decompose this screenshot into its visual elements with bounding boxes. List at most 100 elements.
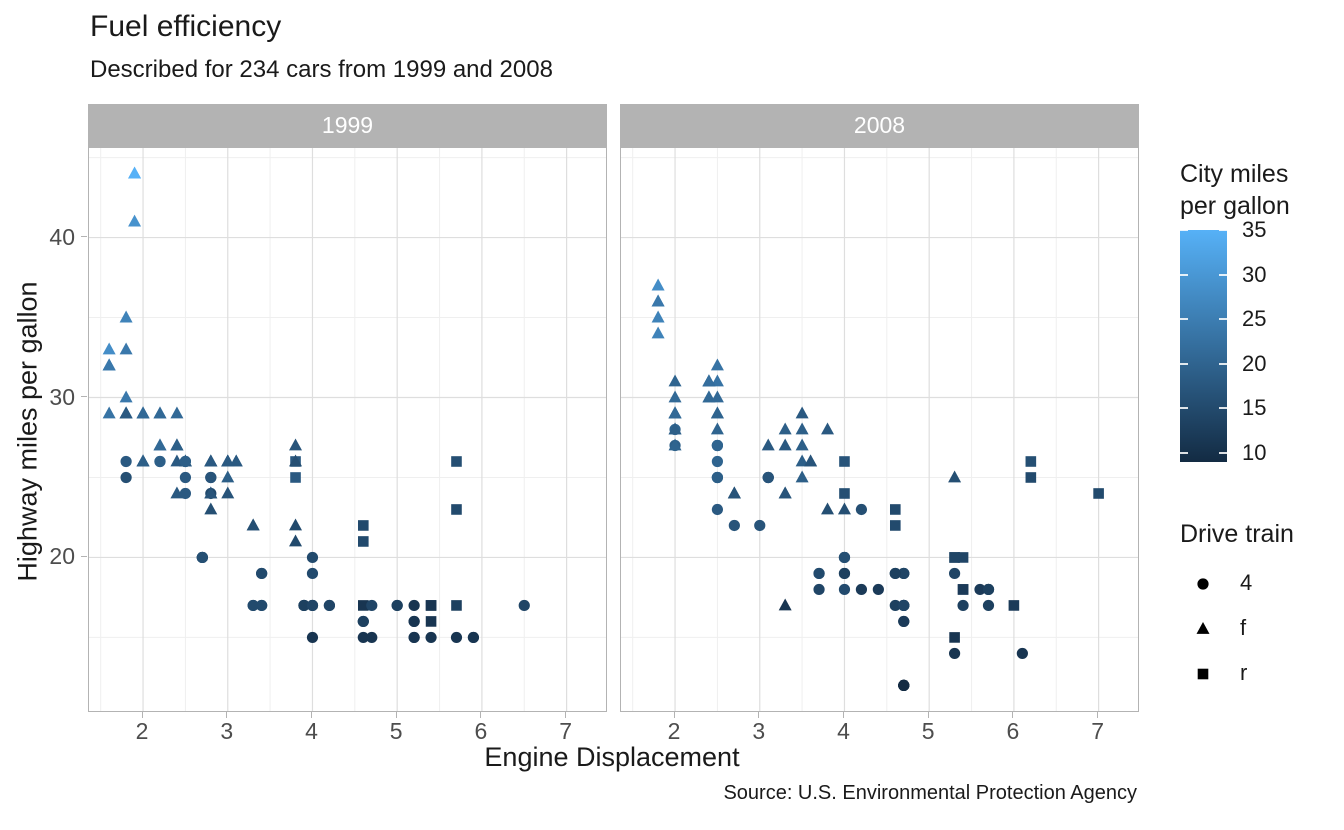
data-point — [778, 598, 792, 611]
data-point — [728, 519, 740, 532]
data-point — [136, 454, 150, 467]
panel-1999-plot-area — [89, 148, 606, 711]
x-tick-mark — [480, 712, 482, 718]
data-point — [204, 454, 218, 467]
data-point — [668, 390, 682, 403]
data-point — [425, 600, 437, 611]
x-tick-label: 7 — [1091, 718, 1104, 744]
data-point — [974, 583, 986, 596]
chart-title: Fuel efficiency — [90, 10, 282, 43]
data-point — [838, 551, 851, 564]
data-point — [170, 406, 184, 419]
data-point — [838, 583, 851, 596]
data-point — [119, 342, 133, 355]
y-tick-label: 30 — [49, 383, 75, 410]
data-point — [668, 422, 682, 435]
data-point — [204, 486, 218, 499]
colorbar-tick — [1219, 452, 1227, 455]
data-point — [1196, 622, 1210, 634]
colorbar-tick — [1219, 273, 1227, 276]
data-point — [855, 583, 868, 596]
data-point — [889, 504, 901, 515]
data-point — [761, 438, 775, 451]
data-point — [898, 615, 910, 628]
data-point — [451, 504, 462, 515]
x-tick-mark — [395, 712, 397, 718]
data-point — [357, 520, 369, 531]
data-point — [204, 502, 218, 515]
data-point — [451, 600, 462, 611]
data-point — [762, 471, 774, 484]
data-point — [289, 454, 303, 467]
colorbar-tick — [1219, 407, 1227, 410]
colorbar-tick — [1180, 273, 1188, 276]
data-point — [306, 631, 319, 644]
data-point — [889, 599, 901, 612]
data-point — [391, 599, 403, 612]
data-point — [1025, 456, 1037, 467]
x-tick-mark — [1097, 712, 1099, 718]
data-point — [467, 631, 480, 644]
data-point — [425, 616, 437, 627]
colorbar-legend-title: City miles per gallon — [1180, 158, 1290, 222]
data-point — [408, 615, 420, 628]
data-point — [357, 536, 369, 547]
data-point — [711, 439, 724, 452]
x-tick-label: 6 — [474, 718, 488, 744]
data-point — [1016, 647, 1028, 660]
colorbar-tick — [1180, 318, 1188, 321]
x-tick-mark — [141, 712, 143, 718]
data-point — [256, 567, 268, 580]
data-point — [795, 454, 809, 467]
data-point — [128, 214, 142, 227]
data-point — [948, 647, 961, 660]
data-point — [1197, 578, 1209, 590]
chart-subtitle: Described for 234 cars from 1999 and 200… — [90, 56, 553, 83]
shape-legend-label: f — [1240, 615, 1247, 640]
data-point — [957, 599, 969, 612]
data-point — [711, 471, 724, 484]
x-tick-mark — [565, 712, 567, 718]
data-point — [518, 599, 530, 612]
data-point — [754, 519, 766, 532]
data-point — [813, 583, 825, 596]
colorbar-tick — [1180, 230, 1188, 231]
x-axis-title: Engine Displacement — [484, 742, 740, 772]
data-point — [451, 456, 462, 467]
colorbar-label: 25 — [1242, 306, 1267, 332]
data-point — [668, 438, 682, 451]
square-legend-glyph-icon — [1192, 662, 1214, 684]
x-tick-label: 6 — [1006, 718, 1020, 744]
data-point — [898, 567, 910, 580]
data-point — [357, 615, 369, 628]
triangle-legend-glyph-icon — [1192, 617, 1214, 639]
data-point — [651, 278, 665, 291]
colorbar-legend-title-line2: per gallon — [1180, 192, 1290, 220]
data-point — [702, 374, 716, 387]
colorbar-label: 15 — [1242, 395, 1267, 421]
facet-strip-1999: 1999 — [88, 104, 607, 147]
data-point — [711, 503, 724, 516]
colorbar-label: 10 — [1242, 440, 1267, 466]
data-point — [702, 390, 716, 403]
data-point — [898, 599, 910, 612]
data-point — [102, 342, 116, 355]
data-point — [727, 486, 741, 499]
data-point — [710, 390, 724, 403]
data-point — [804, 454, 818, 467]
data-point — [1008, 600, 1020, 611]
data-point — [246, 518, 260, 531]
shape-legend-label: r — [1240, 660, 1248, 685]
data-point — [651, 326, 665, 339]
data-point — [289, 518, 303, 531]
data-point — [290, 472, 301, 483]
circle-legend-glyph-icon — [1192, 572, 1214, 594]
x-tick-label: 2 — [667, 718, 681, 744]
data-point — [102, 406, 116, 419]
data-point — [323, 599, 336, 612]
data-point — [120, 455, 132, 468]
panel-1999 — [88, 147, 607, 712]
data-point — [256, 599, 268, 612]
y-tick-mark — [81, 396, 87, 397]
data-point — [710, 358, 724, 371]
